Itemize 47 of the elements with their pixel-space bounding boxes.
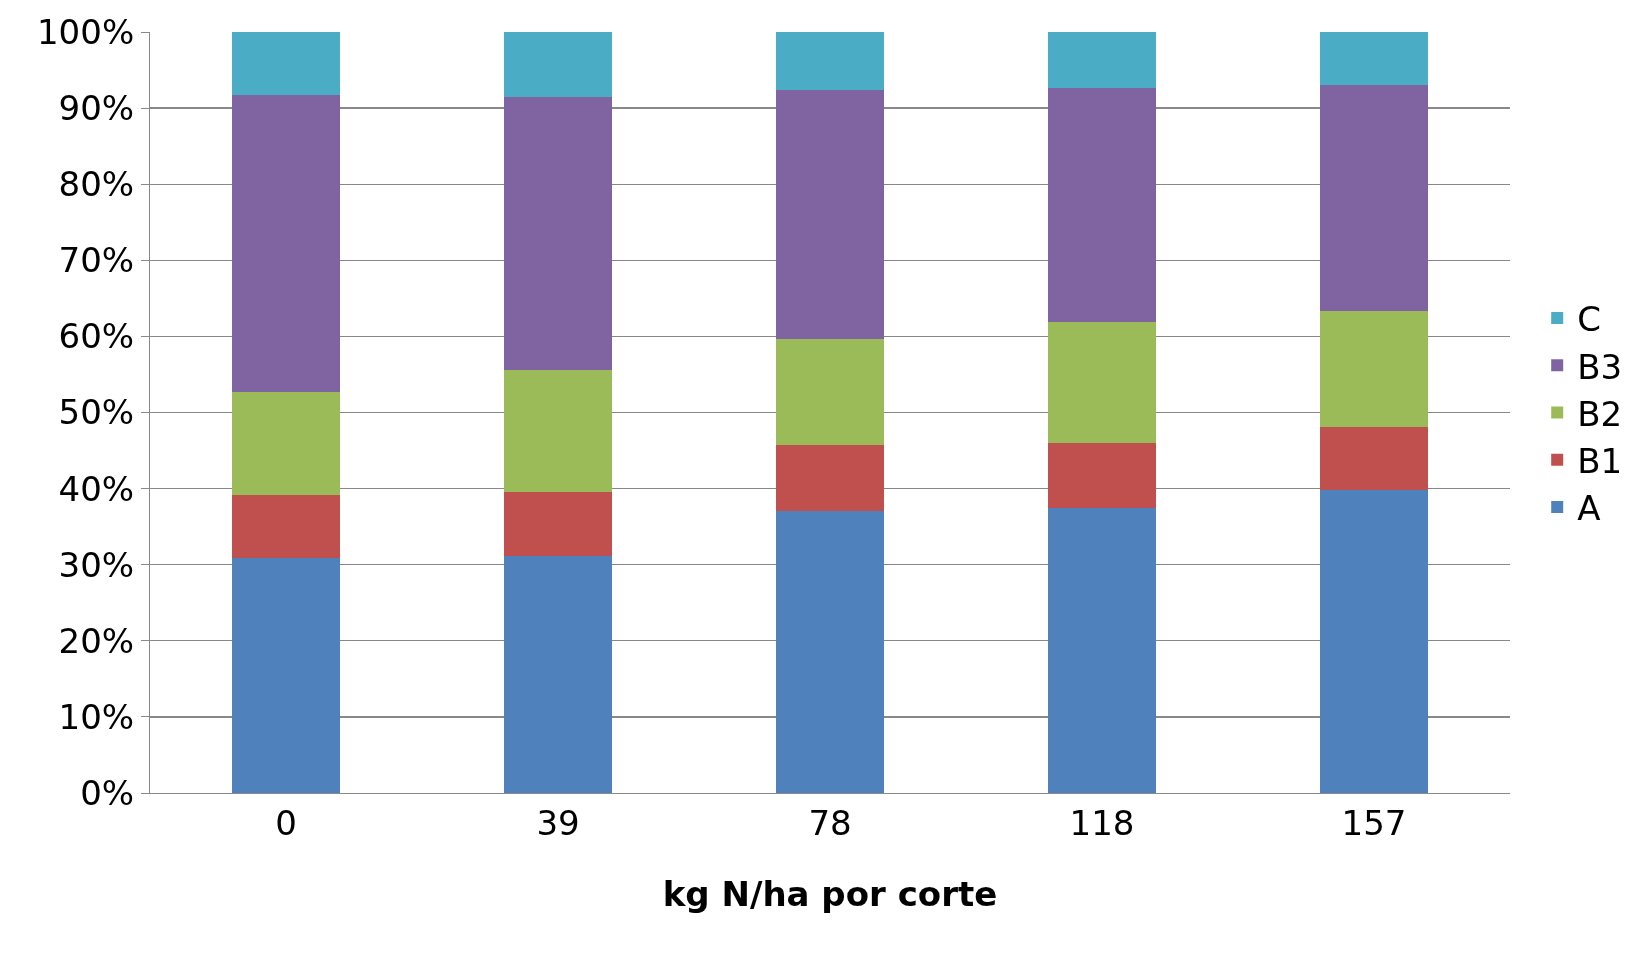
y-tick-label: 60% xyxy=(58,316,135,357)
x-tick-label: 157 xyxy=(1341,802,1407,843)
y-tick-label: 50% xyxy=(58,392,135,433)
y-tick-label: 90% xyxy=(58,88,135,128)
y-tick-label: 70% xyxy=(58,240,135,281)
bar xyxy=(1319,490,1429,793)
legend-label: C xyxy=(1577,299,1601,340)
bar xyxy=(775,511,885,793)
x-axis-title: kg N/ha por corte xyxy=(662,874,998,915)
y-tick-label: 100% xyxy=(37,11,135,52)
bar xyxy=(231,495,341,558)
x-tick-label: 78 xyxy=(808,802,852,843)
y-tick-label: 20% xyxy=(58,620,135,661)
y-tick-label: 0% xyxy=(80,772,135,813)
y-tick-label: 40% xyxy=(58,468,135,509)
bar xyxy=(1047,507,1157,793)
bar xyxy=(1047,442,1157,508)
bar xyxy=(231,32,341,96)
x-tick-label: 0 xyxy=(275,802,297,843)
bar xyxy=(231,95,341,392)
bar xyxy=(1319,32,1429,86)
bar xyxy=(1319,85,1429,312)
bar xyxy=(775,89,885,339)
bar xyxy=(775,338,885,446)
y-tick-label: 30% xyxy=(58,544,135,585)
bar xyxy=(1319,426,1429,491)
bar xyxy=(503,369,613,493)
bar xyxy=(775,32,885,90)
bar xyxy=(231,391,341,496)
legend-label: B1 xyxy=(1577,440,1623,481)
x-tick-label: 118 xyxy=(1069,802,1135,843)
legend-label: A xyxy=(1577,488,1601,529)
bar xyxy=(1047,87,1157,322)
bar xyxy=(503,97,613,370)
y-tick-label: 80% xyxy=(58,164,135,205)
bar xyxy=(231,557,341,793)
legend-label: B3 xyxy=(1577,346,1623,387)
bar xyxy=(775,445,885,512)
legend-label: B2 xyxy=(1577,393,1623,434)
bar xyxy=(503,556,613,793)
x-tick-label: 39 xyxy=(536,802,580,843)
y-tick-label: 10% xyxy=(58,696,135,737)
bar xyxy=(1319,311,1429,427)
bar xyxy=(503,492,613,557)
bar xyxy=(1047,321,1157,443)
bar xyxy=(503,32,613,98)
bar xyxy=(1047,32,1157,88)
